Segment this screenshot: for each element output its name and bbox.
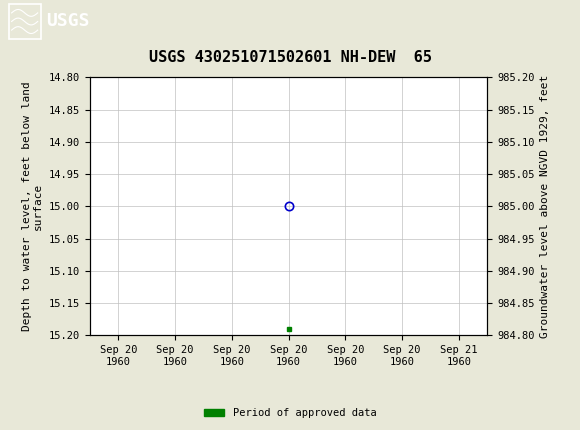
Bar: [9, 4, 41, 39]
Text: USGS 430251071502601 NH-DEW  65: USGS 430251071502601 NH-DEW 65: [148, 49, 432, 64]
Text: USGS: USGS: [46, 12, 90, 31]
Y-axis label: Groundwater level above NGVD 1929, feet: Groundwater level above NGVD 1929, feet: [540, 75, 550, 338]
Legend: Period of approved data: Period of approved data: [200, 404, 380, 423]
Y-axis label: Depth to water level, feet below land
surface: Depth to water level, feet below land su…: [22, 82, 44, 331]
